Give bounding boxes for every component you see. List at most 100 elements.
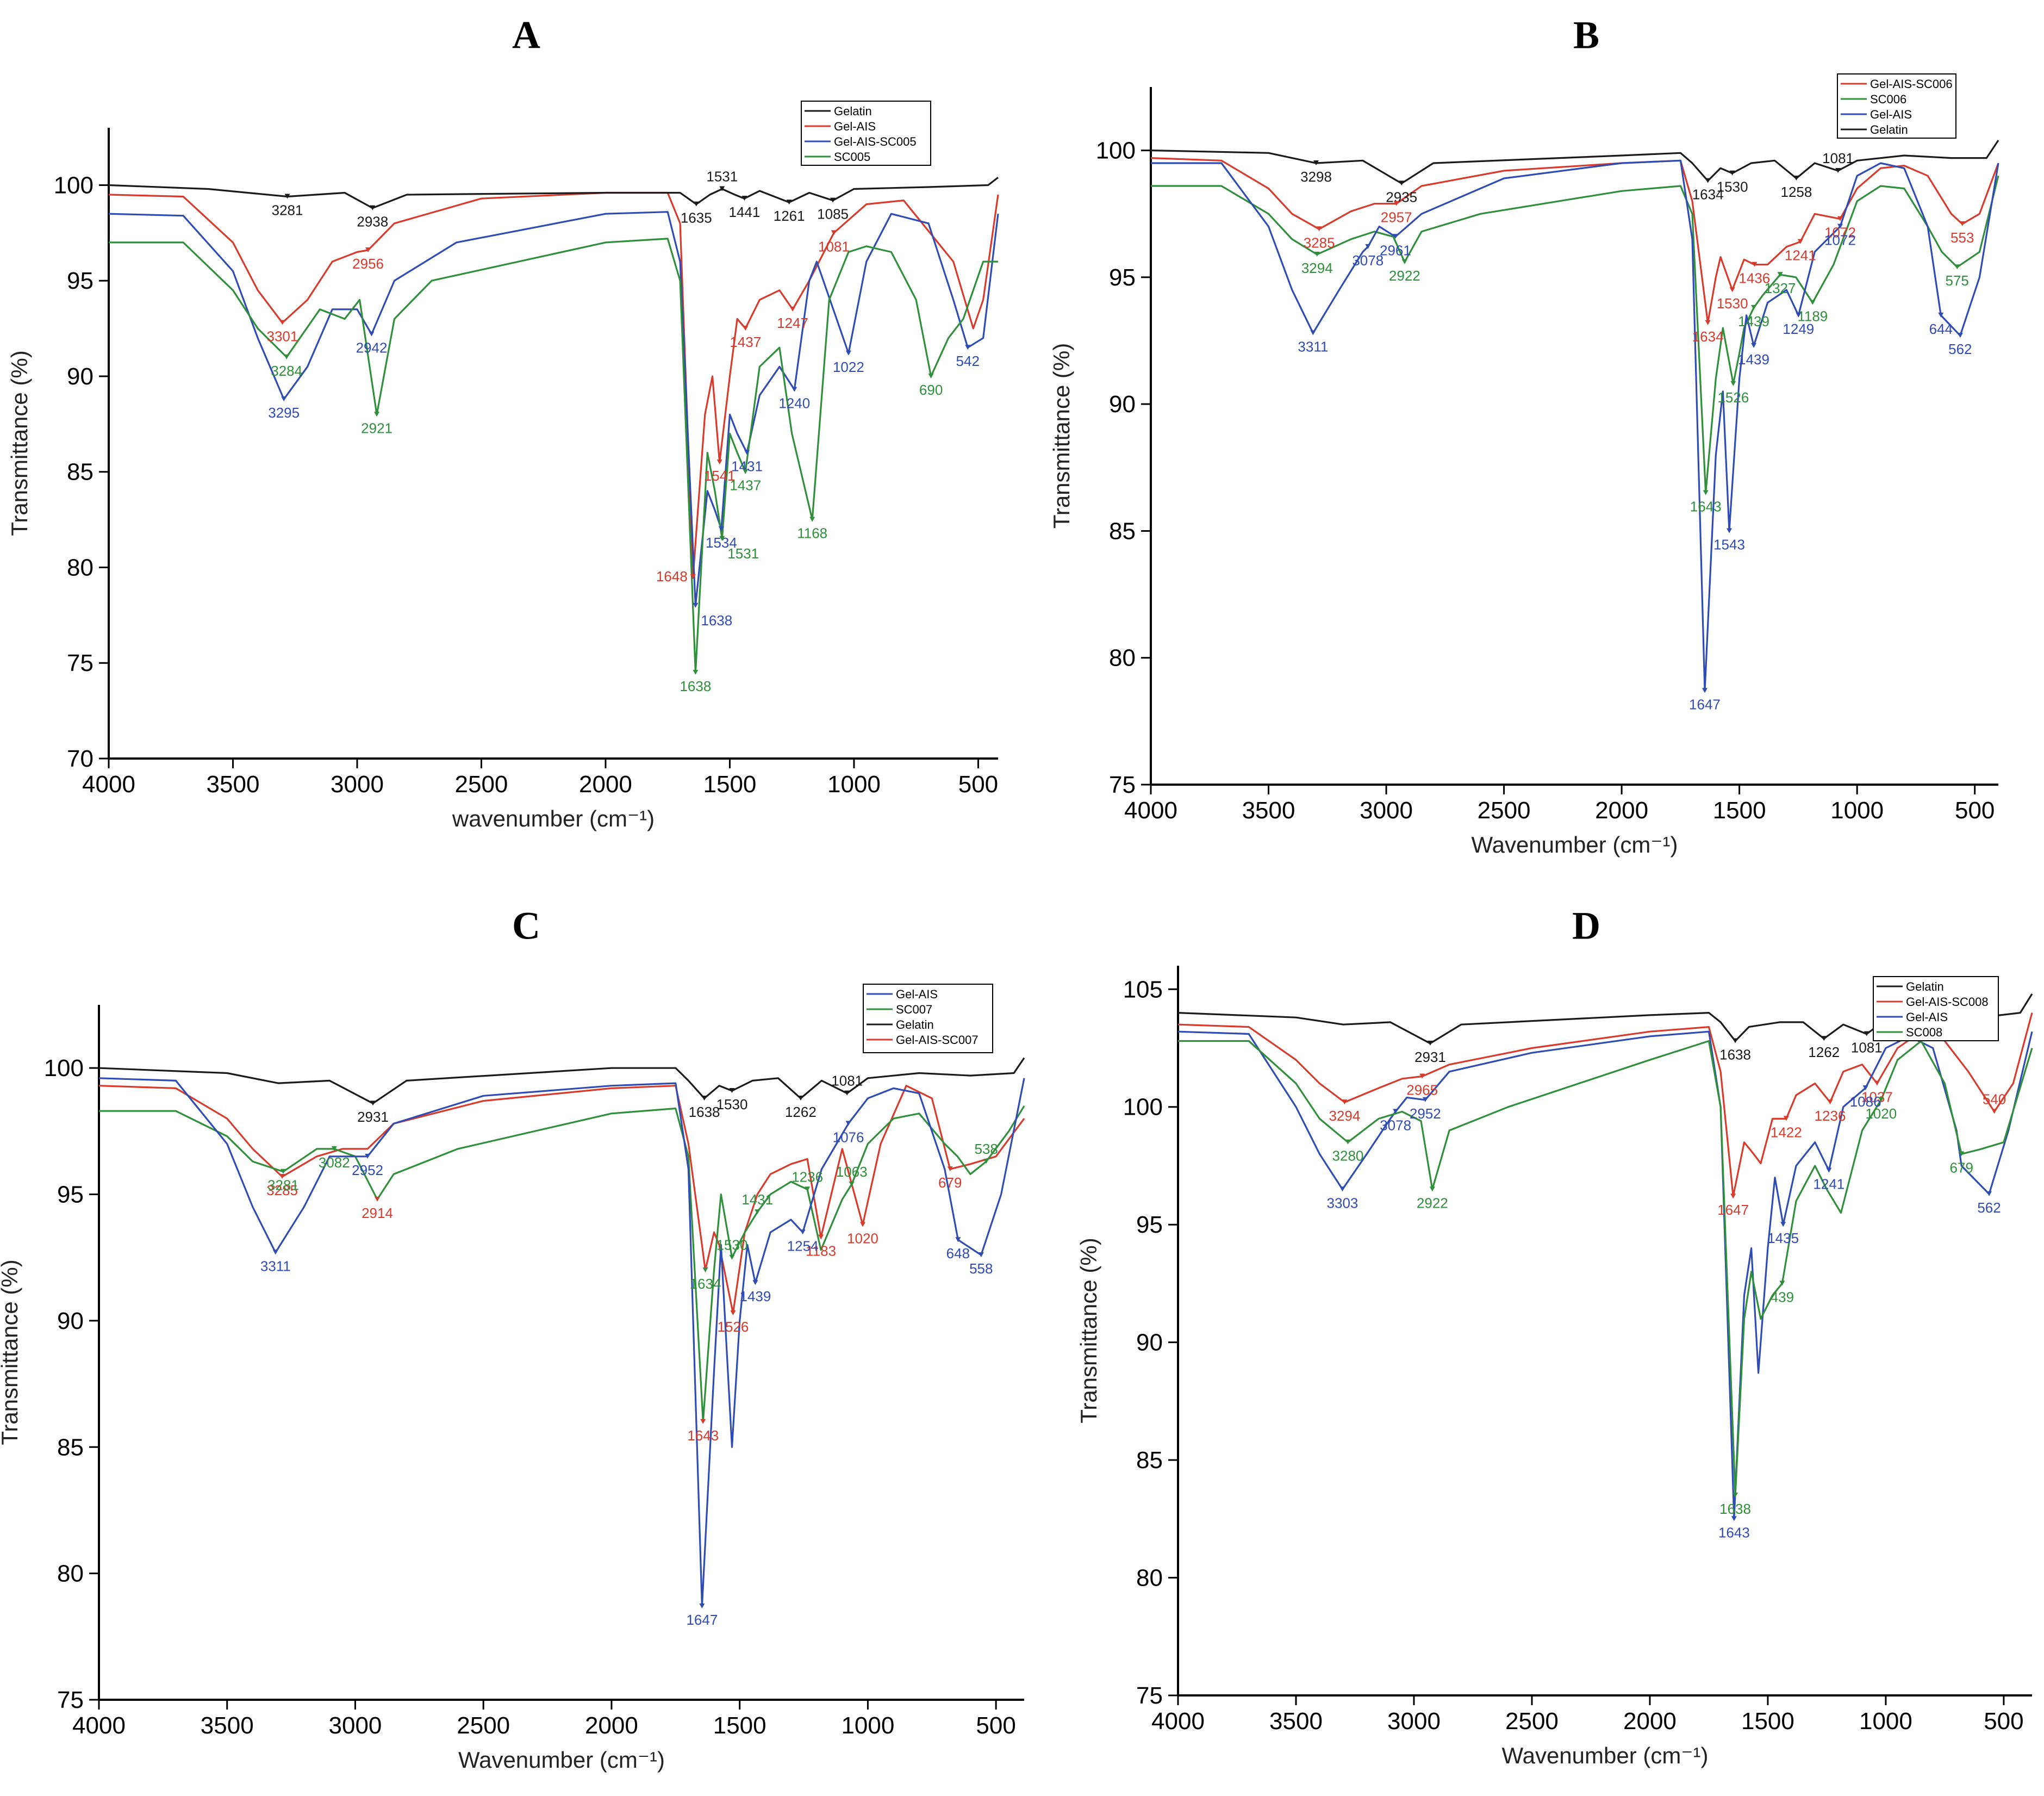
peak-label: 1249 — [1783, 321, 1814, 337]
y-axis-title: Transmittance (%) — [7, 350, 32, 536]
legend-box — [1837, 73, 1956, 139]
peak-label: 1020 — [847, 1230, 878, 1246]
peak-marker — [1702, 688, 1708, 693]
peak-label: 1643 — [1718, 1524, 1750, 1540]
x-tick-label: 1500 — [1741, 1708, 1794, 1735]
peak-marker — [1827, 1099, 1833, 1105]
peak-label: 3303 — [1327, 1195, 1358, 1211]
y-tick-label: 75 — [1109, 772, 1136, 798]
peak-label: 3078 — [1380, 1117, 1411, 1133]
peak-marker — [786, 200, 792, 205]
peak-marker — [1957, 333, 1963, 338]
peak-marker — [1399, 181, 1405, 186]
chart-panel-c: C 4000 3500 3000 2500 2000 1500 1000 500 75 80 85 90… — [0, 904, 1025, 1773]
peak-marker — [1864, 1031, 1869, 1036]
x-tick-label: 4000 — [72, 1712, 126, 1739]
y-tick-label: 85 — [1136, 1447, 1163, 1474]
y-tick-label: 75 — [67, 650, 94, 676]
series-line-gel-ais-sc007 — [98, 1085, 1025, 1314]
legend-label: Gel-AIS — [896, 987, 938, 1001]
peak-label: 1647 — [1689, 696, 1721, 712]
peak-marker — [284, 354, 290, 359]
peak-label: 1261 — [774, 208, 805, 224]
peak-label: 553 — [1950, 229, 1974, 246]
x-axis-title: Wavenumber (cm⁻¹) — [1502, 1743, 1709, 1768]
peak-label: 538 — [975, 1141, 998, 1157]
series-line-gel-ais — [1177, 1030, 2033, 1520]
peak-marker — [1938, 312, 1944, 318]
peak-marker — [744, 450, 750, 455]
peak-label: 1439 — [740, 1288, 771, 1304]
peak-marker — [755, 1209, 761, 1215]
peak-marker — [849, 1181, 855, 1186]
peak-marker — [845, 1121, 851, 1126]
peak-label: 1530 — [716, 1096, 748, 1113]
x-tick-label: 500 — [1984, 1708, 2023, 1735]
legend-label: Gel-AIS-SC007 — [896, 1033, 979, 1047]
peak-label: 2914 — [362, 1205, 393, 1221]
y-tick-label: 95 — [1109, 264, 1136, 291]
peak-marker — [1705, 178, 1711, 183]
x-tick-label: 3500 — [1269, 1708, 1323, 1735]
peak-marker — [1783, 1116, 1789, 1121]
peak-label: 2952 — [352, 1162, 383, 1178]
peak-marker — [1401, 259, 1407, 264]
peak-marker — [1777, 272, 1783, 277]
peak-label: 1241 — [1813, 1176, 1844, 1192]
peak-label: 2938 — [357, 214, 388, 230]
peak-marker — [280, 1169, 286, 1174]
y-tick-label: 90 — [57, 1308, 84, 1334]
peak-label: 1638 — [1719, 1501, 1751, 1517]
peak-marker — [1733, 1493, 1738, 1498]
peak-marker — [818, 1234, 824, 1240]
legend-label: Gel-AIS-SC006 — [1870, 77, 1953, 91]
series-line-gelatin — [98, 1057, 1025, 1104]
x-tick-label: 2000 — [579, 771, 632, 798]
y-tick-label: 80 — [1109, 645, 1136, 672]
peak-marker — [1313, 160, 1319, 165]
y-tick-label: 80 — [67, 554, 94, 581]
x-axis-title: wavenumber (cm⁻¹) — [452, 806, 655, 831]
peak-label: 1076 — [833, 1129, 864, 1145]
series-line-gel-ais-sc005 — [108, 211, 999, 607]
peak-marker — [693, 602, 699, 608]
peak-label: 1526 — [1717, 389, 1749, 406]
x-tick-label: 500 — [976, 1712, 1015, 1739]
peak-marker — [1729, 170, 1735, 176]
x-tick-label: 1000 — [827, 771, 881, 798]
peak-marker — [797, 1095, 803, 1101]
peak-label: 1189 — [1797, 308, 1828, 325]
peak-label: 575 — [1946, 272, 1969, 289]
y-tick-label: 90 — [1109, 391, 1136, 418]
peak-marker — [729, 1254, 735, 1260]
peak-marker — [1365, 244, 1371, 249]
y-tick-label: 85 — [57, 1434, 84, 1461]
legend: Gelatin Gel-AIS Gel-AIS-SC005 SC005 — [801, 101, 931, 166]
peak-marker — [1345, 1139, 1351, 1145]
peak-marker — [845, 350, 851, 356]
y-tick-label: 85 — [1109, 518, 1136, 544]
peak-label: 542 — [956, 353, 980, 369]
peak-marker — [978, 1252, 984, 1258]
peak-marker — [700, 1419, 706, 1424]
peak-label: 2931 — [1414, 1049, 1446, 1065]
panel-letter: C — [512, 904, 540, 948]
peak-marker — [1959, 1151, 1965, 1157]
peak-label: 1647 — [1717, 1202, 1749, 1218]
x-tick-label: 3000 — [329, 1712, 382, 1739]
peak-label: 1072 — [1824, 232, 1856, 248]
peak-label: 1638 — [1719, 1047, 1751, 1063]
y-tick-label: 100 — [1123, 1094, 1163, 1121]
peak-marker — [1314, 251, 1320, 257]
legend-box — [863, 984, 993, 1053]
peak-marker — [1991, 1109, 1997, 1114]
peak-label: 2922 — [1389, 268, 1420, 284]
peak-label: 1262 — [785, 1104, 817, 1120]
panel-letter: A — [512, 14, 540, 57]
peak-marker — [1727, 528, 1733, 533]
peak-marker — [284, 194, 290, 199]
peak-label: 3281 — [267, 1177, 299, 1194]
series-line-sc007 — [99, 1105, 1025, 1423]
peak-label: 1530 — [1717, 295, 1748, 312]
peak-label: 1435 — [1767, 1230, 1799, 1246]
